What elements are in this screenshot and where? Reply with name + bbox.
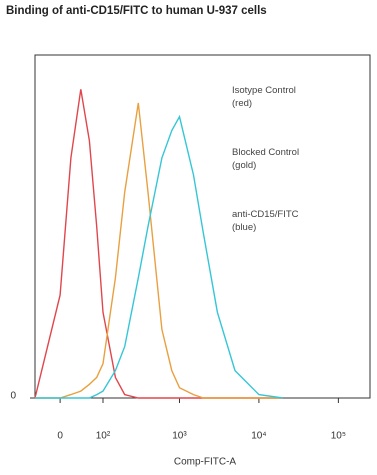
x-tick-label: 10⁴: [251, 431, 266, 442]
x-tick-label: 0: [57, 431, 63, 442]
x-axis-label: Comp-FITC-A: [174, 457, 237, 468]
legend-entry: anti-CD15/FITC (blue): [232, 209, 299, 233]
series-line: [34, 89, 283, 399]
legend-entry: Isotype Control (red): [232, 85, 296, 109]
series-line: [35, 102, 283, 399]
y-tick-label: 0: [10, 391, 16, 402]
x-tick-label: 10³: [172, 431, 187, 442]
series-line: [35, 114, 283, 399]
x-tick-label: 10⁵: [331, 431, 346, 442]
chart-title: Binding of anti-CD15/FITC to human U-937…: [6, 5, 267, 17]
legend-entry: Blocked Control (gold): [232, 147, 300, 171]
x-tick-label: 10²: [96, 431, 111, 442]
